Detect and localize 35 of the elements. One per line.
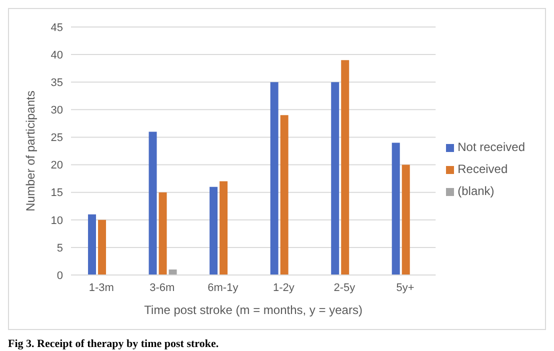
y-tick-label: 15	[50, 187, 63, 200]
x-tick-label: 5y+	[396, 282, 414, 294]
bar	[168, 269, 177, 275]
x-tick-label: 6m-1y	[208, 282, 239, 294]
bar	[331, 82, 340, 275]
bar	[341, 60, 350, 275]
x-tick-label: 3-6m	[150, 282, 175, 294]
bar	[220, 181, 228, 275]
bar	[148, 132, 157, 275]
legend-label: (blank)	[458, 184, 494, 198]
bar	[280, 115, 288, 275]
bar	[158, 192, 167, 275]
legend-label: Not received	[458, 140, 525, 154]
bar	[270, 82, 278, 275]
bar	[98, 220, 106, 275]
y-tick-label: 10	[50, 214, 63, 227]
y-tick-label: 25	[50, 132, 63, 144]
bar	[88, 214, 96, 275]
y-tick-label: 20	[50, 160, 63, 172]
y-tick-label: 35	[50, 77, 63, 90]
y-tick-label: 30	[50, 104, 63, 117]
y-tick-label: 0	[56, 270, 63, 282]
y-axis-title: Number of participants	[23, 90, 38, 212]
x-tick-label: 2-5y	[334, 282, 356, 294]
y-tick-label: 40	[50, 49, 63, 62]
y-tick-label: 45	[50, 22, 63, 34]
caption: Fig 3. Receipt of therapy by time post stroke.	[8, 338, 220, 350]
bar	[392, 142, 400, 275]
bar	[402, 164, 410, 275]
x-axis-title: Time post stroke (m = months, y = years)	[144, 303, 362, 317]
x-tick-label: 1-2y	[272, 282, 295, 294]
bar	[210, 186, 218, 275]
x-tick-label: 1-3m	[88, 282, 114, 294]
y-tick-label: 5	[56, 242, 63, 254]
legend-label: Received	[458, 162, 508, 176]
